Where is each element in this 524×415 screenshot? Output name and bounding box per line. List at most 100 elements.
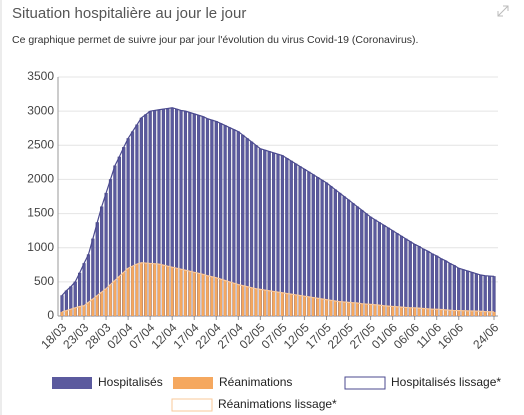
- y-tick-label: 3000: [27, 103, 54, 117]
- bar: [325, 299, 328, 316]
- bar: [395, 233, 399, 317]
- y-tick-label: 3500: [27, 69, 54, 83]
- bar: [413, 307, 417, 316]
- bar: [144, 263, 148, 316]
- bar: [153, 263, 156, 316]
- bar: [417, 308, 421, 316]
- bar: [347, 302, 350, 316]
- bar: [184, 270, 187, 316]
- legend-label: Réanimations lissage*: [218, 397, 337, 411]
- bar: [422, 308, 425, 316]
- bar: [360, 209, 364, 317]
- legend-swatch: [173, 377, 213, 389]
- bar: [439, 309, 443, 316]
- bar: [228, 281, 231, 316]
- chart-title: Situation hospitalière au jour le jour: [12, 5, 246, 22]
- bar: [316, 177, 320, 317]
- bar: [113, 280, 117, 316]
- bar: [351, 203, 355, 317]
- bar: [135, 264, 139, 316]
- bar: [87, 302, 90, 316]
- x-tick-label: 16/06: [435, 320, 466, 351]
- chart-subtitle: Ce graphique permet de suivre jour par j…: [12, 34, 418, 46]
- smoothed-line: [61, 262, 495, 313]
- bar: [483, 311, 487, 316]
- bar: [91, 298, 95, 316]
- bar: [470, 272, 474, 317]
- bar: [488, 311, 491, 316]
- y-tick-label: 0: [47, 308, 54, 322]
- bar: [303, 296, 306, 316]
- bar: [448, 310, 452, 316]
- bar: [307, 296, 311, 316]
- legend-label: Hospitalisés lissage*: [391, 375, 501, 389]
- bar: [232, 283, 236, 316]
- bar: [470, 310, 474, 316]
- legend-swatch: [171, 398, 213, 412]
- bar: [342, 196, 346, 317]
- bar: [391, 306, 395, 316]
- bar: [474, 311, 478, 316]
- bar: [100, 292, 104, 316]
- bar: [65, 310, 68, 316]
- bar: [69, 309, 73, 316]
- bar: [214, 277, 218, 316]
- bar: [333, 300, 337, 316]
- bar: [179, 269, 183, 316]
- bar: [272, 291, 275, 316]
- bar: [122, 272, 126, 316]
- bar: [104, 288, 108, 316]
- bar: [457, 268, 461, 317]
- x-tick-label: 24/06: [470, 320, 501, 351]
- bar: [377, 305, 381, 316]
- bar: [258, 289, 262, 316]
- bar: [466, 310, 469, 316]
- bar: [280, 155, 285, 317]
- bar: [78, 306, 82, 316]
- bar: [157, 264, 161, 316]
- bar: [369, 304, 372, 316]
- bar: [448, 263, 452, 317]
- bar: [373, 304, 377, 316]
- bar: [382, 224, 386, 317]
- bar: [73, 307, 77, 316]
- bar: [391, 230, 395, 317]
- bar: [404, 238, 408, 317]
- bar: [188, 271, 192, 316]
- bar: [320, 179, 324, 317]
- bar: [487, 275, 492, 317]
- bar: [395, 306, 399, 316]
- bar: [241, 285, 245, 316]
- bar: [254, 288, 258, 316]
- bar: [426, 250, 430, 317]
- bar: [355, 303, 359, 316]
- bar: [474, 273, 478, 317]
- bar: [417, 246, 421, 317]
- bar: [289, 160, 293, 317]
- bar: [479, 274, 483, 317]
- bar: [342, 302, 346, 316]
- bar: [285, 293, 289, 316]
- legend-label: Hospitalisés: [98, 375, 163, 389]
- legend-label: Réanimations: [219, 375, 292, 389]
- bar: [426, 308, 430, 316]
- bar: [452, 265, 456, 317]
- bar: [329, 186, 333, 317]
- bar: [219, 279, 223, 316]
- bar: [443, 260, 448, 317]
- bar: [444, 309, 447, 316]
- bar: [329, 300, 333, 316]
- bar: [483, 275, 487, 317]
- bar: [492, 311, 496, 316]
- bar: [461, 310, 465, 316]
- bar: [452, 310, 456, 316]
- bar: [413, 244, 417, 317]
- expand-icon[interactable]: [497, 5, 509, 17]
- bar: [250, 287, 253, 316]
- bar: [430, 253, 434, 317]
- bar: [492, 276, 496, 317]
- bar: [117, 276, 121, 316]
- bar: [408, 307, 412, 316]
- bar: [408, 241, 412, 317]
- bar: [333, 189, 337, 317]
